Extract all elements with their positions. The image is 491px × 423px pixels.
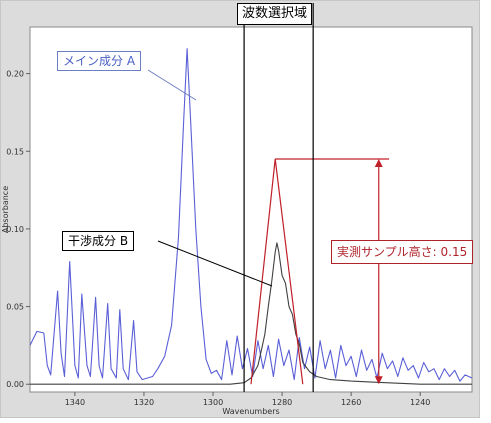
interference-spectrum-line [30,242,472,385]
interference-component-label: 干渉成分 B [62,231,135,251]
y-tick-label: 0.05 [6,303,24,312]
plot-area [29,26,473,393]
x-tick-label: 1300 [203,398,223,407]
red-arrow-head-up [374,159,383,168]
y-tick-label: 0.00 [6,380,24,389]
y-tick-label: 0.10 [6,225,24,234]
red-arrow-head-down [374,376,383,385]
x-tick-label: 1320 [134,398,154,407]
interference-leader-line [157,240,273,287]
y-axis-title: Absorbance [1,186,10,233]
x-axis-title: Wavenumbers [222,407,279,416]
x-tick-label: 1240 [410,398,430,407]
main-component-spectrum-line [29,48,473,382]
y-tick-label: 0.15 [6,147,24,156]
x-tick-label: 1260 [341,398,361,407]
main-component-label: メイン成分 A [57,51,142,71]
main-component-leader-line [147,69,197,101]
x-tick-label: 1280 [272,398,292,407]
x-tick-label: 1340 [65,398,85,407]
wavenumber-region-label: 波数選択域 [237,3,313,25]
y-tick-label: 0.20 [6,70,24,79]
measured-height-label: 実測サンプル高さ: 0.15 [331,240,474,264]
